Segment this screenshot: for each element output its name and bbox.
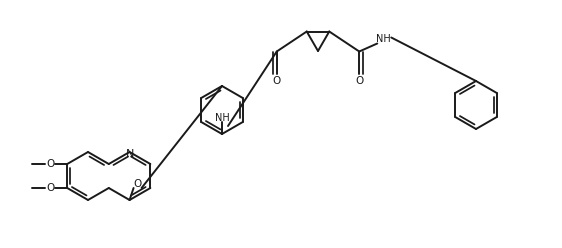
Text: O: O [46, 159, 55, 169]
Text: O: O [133, 179, 142, 189]
Text: NH: NH [376, 34, 391, 44]
Text: O: O [355, 76, 364, 87]
Text: O: O [273, 76, 281, 87]
Text: N: N [125, 149, 134, 159]
Text: O: O [46, 183, 55, 193]
Text: NH: NH [215, 113, 229, 123]
